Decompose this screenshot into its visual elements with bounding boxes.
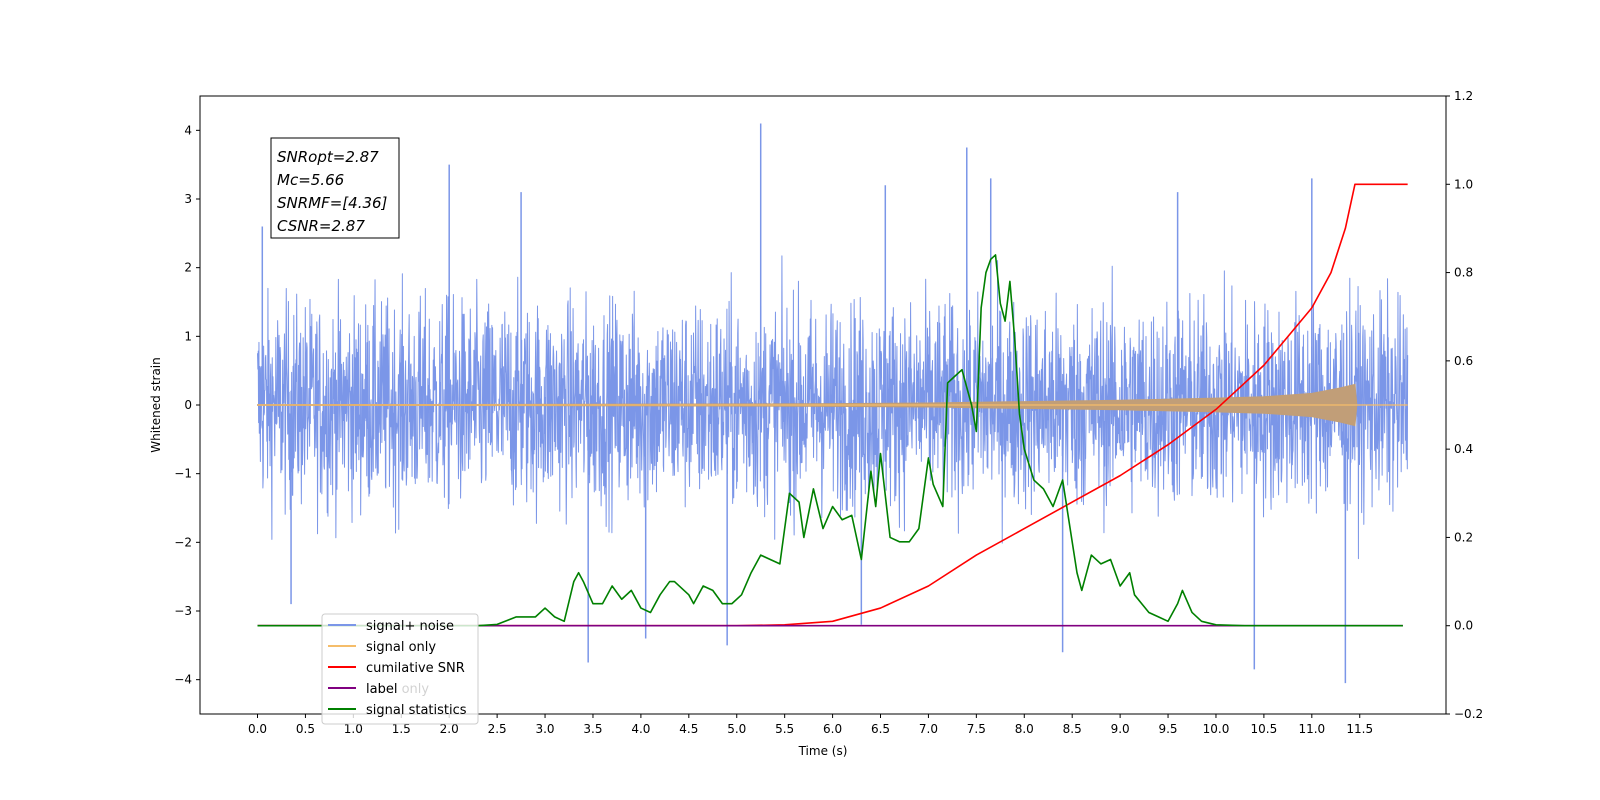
info-csnr: CSNR=2.87 [277, 217, 365, 235]
x-tick-label: 9.0 [1111, 722, 1130, 736]
x-tick-label: 1.5 [392, 722, 411, 736]
y-tick-label: −1 [174, 467, 192, 481]
x-tick-label: 6.0 [823, 722, 842, 736]
y-tick-label: 0 [184, 398, 192, 412]
y2-tick-label: 0.0 [1454, 619, 1473, 633]
y2-tick-label: 0.2 [1454, 530, 1473, 544]
x-tick-label: 2.5 [488, 722, 507, 736]
y-tick-label: −2 [174, 535, 192, 549]
x-tick-label: 0.0 [248, 722, 267, 736]
legend-label-label: label [366, 682, 397, 697]
legend-label-signal-noise: signal+ noise [366, 619, 454, 634]
info-box: SNRopt=2.87 Mc=5.66 SNRMF=[4.36] CSNR=2.… [270, 137, 400, 239]
y-axis-left: 4 3 2 1 0 −1 −2 −3 −4 [174, 123, 200, 687]
x-tick-label: 8.0 [1015, 722, 1034, 736]
y2-tick-label: 0.8 [1454, 266, 1473, 280]
x-tick-label: 7.5 [967, 722, 986, 736]
y2-tick-label: 0.4 [1454, 442, 1473, 456]
x-tick-label: 6.5 [871, 722, 890, 736]
x-tick-label: 0.5 [296, 722, 315, 736]
x-tick-label: 8.5 [1063, 722, 1082, 736]
x-tick-label: 4.5 [679, 722, 698, 736]
y2-tick-label: −0.2 [1454, 707, 1483, 721]
x-tick-label: 5.0 [727, 722, 746, 736]
x-tick-label: 11.0 [1298, 722, 1325, 736]
x-tick-label: 9.5 [1158, 722, 1177, 736]
legend-label-signal-only: signal only [366, 640, 436, 655]
x-tick-label: 10.0 [1203, 722, 1230, 736]
x-tick-label: 11.5 [1346, 722, 1373, 736]
info-snr-mf: SNRMF=[4.36] [277, 194, 388, 212]
y-axis-right: 1.2 1.0 0.8 0.6 0.4 0.2 0.0 −0.2 [1446, 89, 1483, 721]
x-tick-label: 3.0 [535, 722, 554, 736]
y2-tick-label: 1.0 [1454, 177, 1473, 191]
y-tick-label: 2 [184, 261, 192, 275]
y2-tick-label: 1.2 [1454, 89, 1473, 103]
y-tick-label: 3 [184, 192, 192, 206]
series-cumulative-snr [257, 183, 1408, 627]
y-tick-label: 1 [184, 329, 192, 343]
y-tick-label: −4 [174, 673, 192, 687]
legend-label-signal-statistics: signal statistics [366, 703, 467, 718]
legend: signal+ noise signal only cumilative SNR… [321, 613, 479, 725]
x-tick-label: 3.5 [583, 722, 602, 736]
x-axis-title: Time (s) [798, 744, 848, 758]
legend-label-label-only: label only [366, 682, 429, 697]
x-tick-label: 2.0 [440, 722, 459, 736]
legend-box [321, 613, 479, 725]
x-tick-label: 1.0 [344, 722, 363, 736]
series-signal-noise [257, 255, 1409, 560]
info-mc: Mc=5.66 [277, 171, 344, 189]
y-tick-label: 4 [184, 123, 192, 137]
legend-label-cumulative-snr: cumilative SNR [366, 661, 465, 676]
y-tick-label: −3 [174, 604, 192, 618]
x-tick-label: 7.0 [919, 722, 938, 736]
y2-tick-label: 0.6 [1454, 354, 1473, 368]
series-signal-statistics [257, 254, 1403, 627]
x-tick-label: 4.0 [631, 722, 650, 736]
x-tick-label: 5.5 [775, 722, 794, 736]
x-axis: 0.0 0.5 1.0 1.5 2.0 2.5 3.0 3.5 4.0 4.5 5.0 5.5 6.0 6… [248, 714, 1373, 736]
info-snr-opt: SNRopt=2.87 [277, 148, 379, 166]
y-axis-title: Whitened strain [149, 357, 163, 453]
x-tick-label: 10.5 [1251, 722, 1278, 736]
